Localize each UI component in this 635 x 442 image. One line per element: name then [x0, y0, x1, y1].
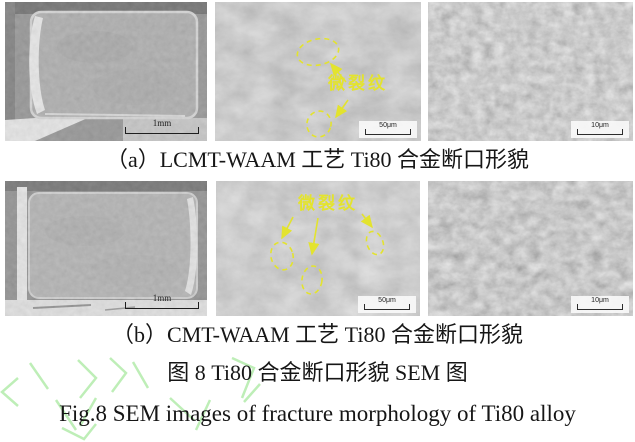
scale-bar-line	[577, 304, 623, 310]
scale-bar: 50μm	[359, 121, 417, 138]
sem-image-a-dimples	[428, 2, 633, 141]
scale-bar-label: 10μm	[591, 122, 609, 129]
scale-bar-line	[365, 129, 411, 135]
scale-bar: 50μm	[358, 296, 416, 313]
sem-panel-a-microcracks: 微裂纹 50μm	[215, 2, 421, 141]
scale-bar: 10μm	[571, 121, 629, 138]
sem-panel-b-macro: 1mm	[5, 181, 207, 316]
sem-panel-b-dimples: 10μm	[428, 181, 633, 316]
sem-panel-a-macro: 1mm	[5, 2, 207, 141]
scale-bar-label: 1mm	[152, 293, 172, 303]
sem-image-a-microcracks	[215, 2, 421, 141]
watermark-pattern	[0, 356, 261, 441]
scale-bar-label: 1mm	[152, 118, 172, 128]
sem-image-b-microcracks	[216, 181, 420, 316]
scale-bar: 10μm	[571, 296, 629, 313]
sem-image-b-dimples	[428, 181, 633, 316]
sem-panel-a-dimples: 10μm	[428, 2, 633, 141]
scale-bar: 1mm	[123, 119, 201, 137]
sem-image-a-macro	[5, 2, 207, 141]
scale-bar-line	[125, 127, 199, 134]
caption-b: （b）CMT-WAAM 工艺 Ti80 合金断口形貌	[112, 322, 523, 347]
caption-a: （a）LCMT-WAAM 工艺 Ti80 合金断口形貌	[105, 147, 530, 172]
scale-bar-line	[125, 302, 199, 309]
scale-bar-line	[364, 304, 410, 310]
sem-panel-b-microcracks: 微裂纹 50μm	[216, 181, 420, 316]
scale-bar-label: 10μm	[591, 297, 609, 304]
microcrack-marks	[296, 37, 349, 138]
figure-caption-zh: 图 8 Ti80 合金断口形貌 SEM 图	[167, 360, 468, 385]
scale-bar: 1mm	[123, 294, 201, 312]
microcrack-label: 微裂纹	[298, 194, 358, 213]
sem-image-b-macro	[5, 181, 207, 316]
scale-bar-line	[577, 129, 623, 135]
scale-bar-label: 50μm	[378, 297, 396, 304]
figure-caption-en: Fig.8 SEM images of fracture morphology …	[59, 401, 576, 426]
microcrack-label: 微裂纹	[328, 74, 388, 93]
scale-bar-label: 50μm	[379, 122, 397, 129]
